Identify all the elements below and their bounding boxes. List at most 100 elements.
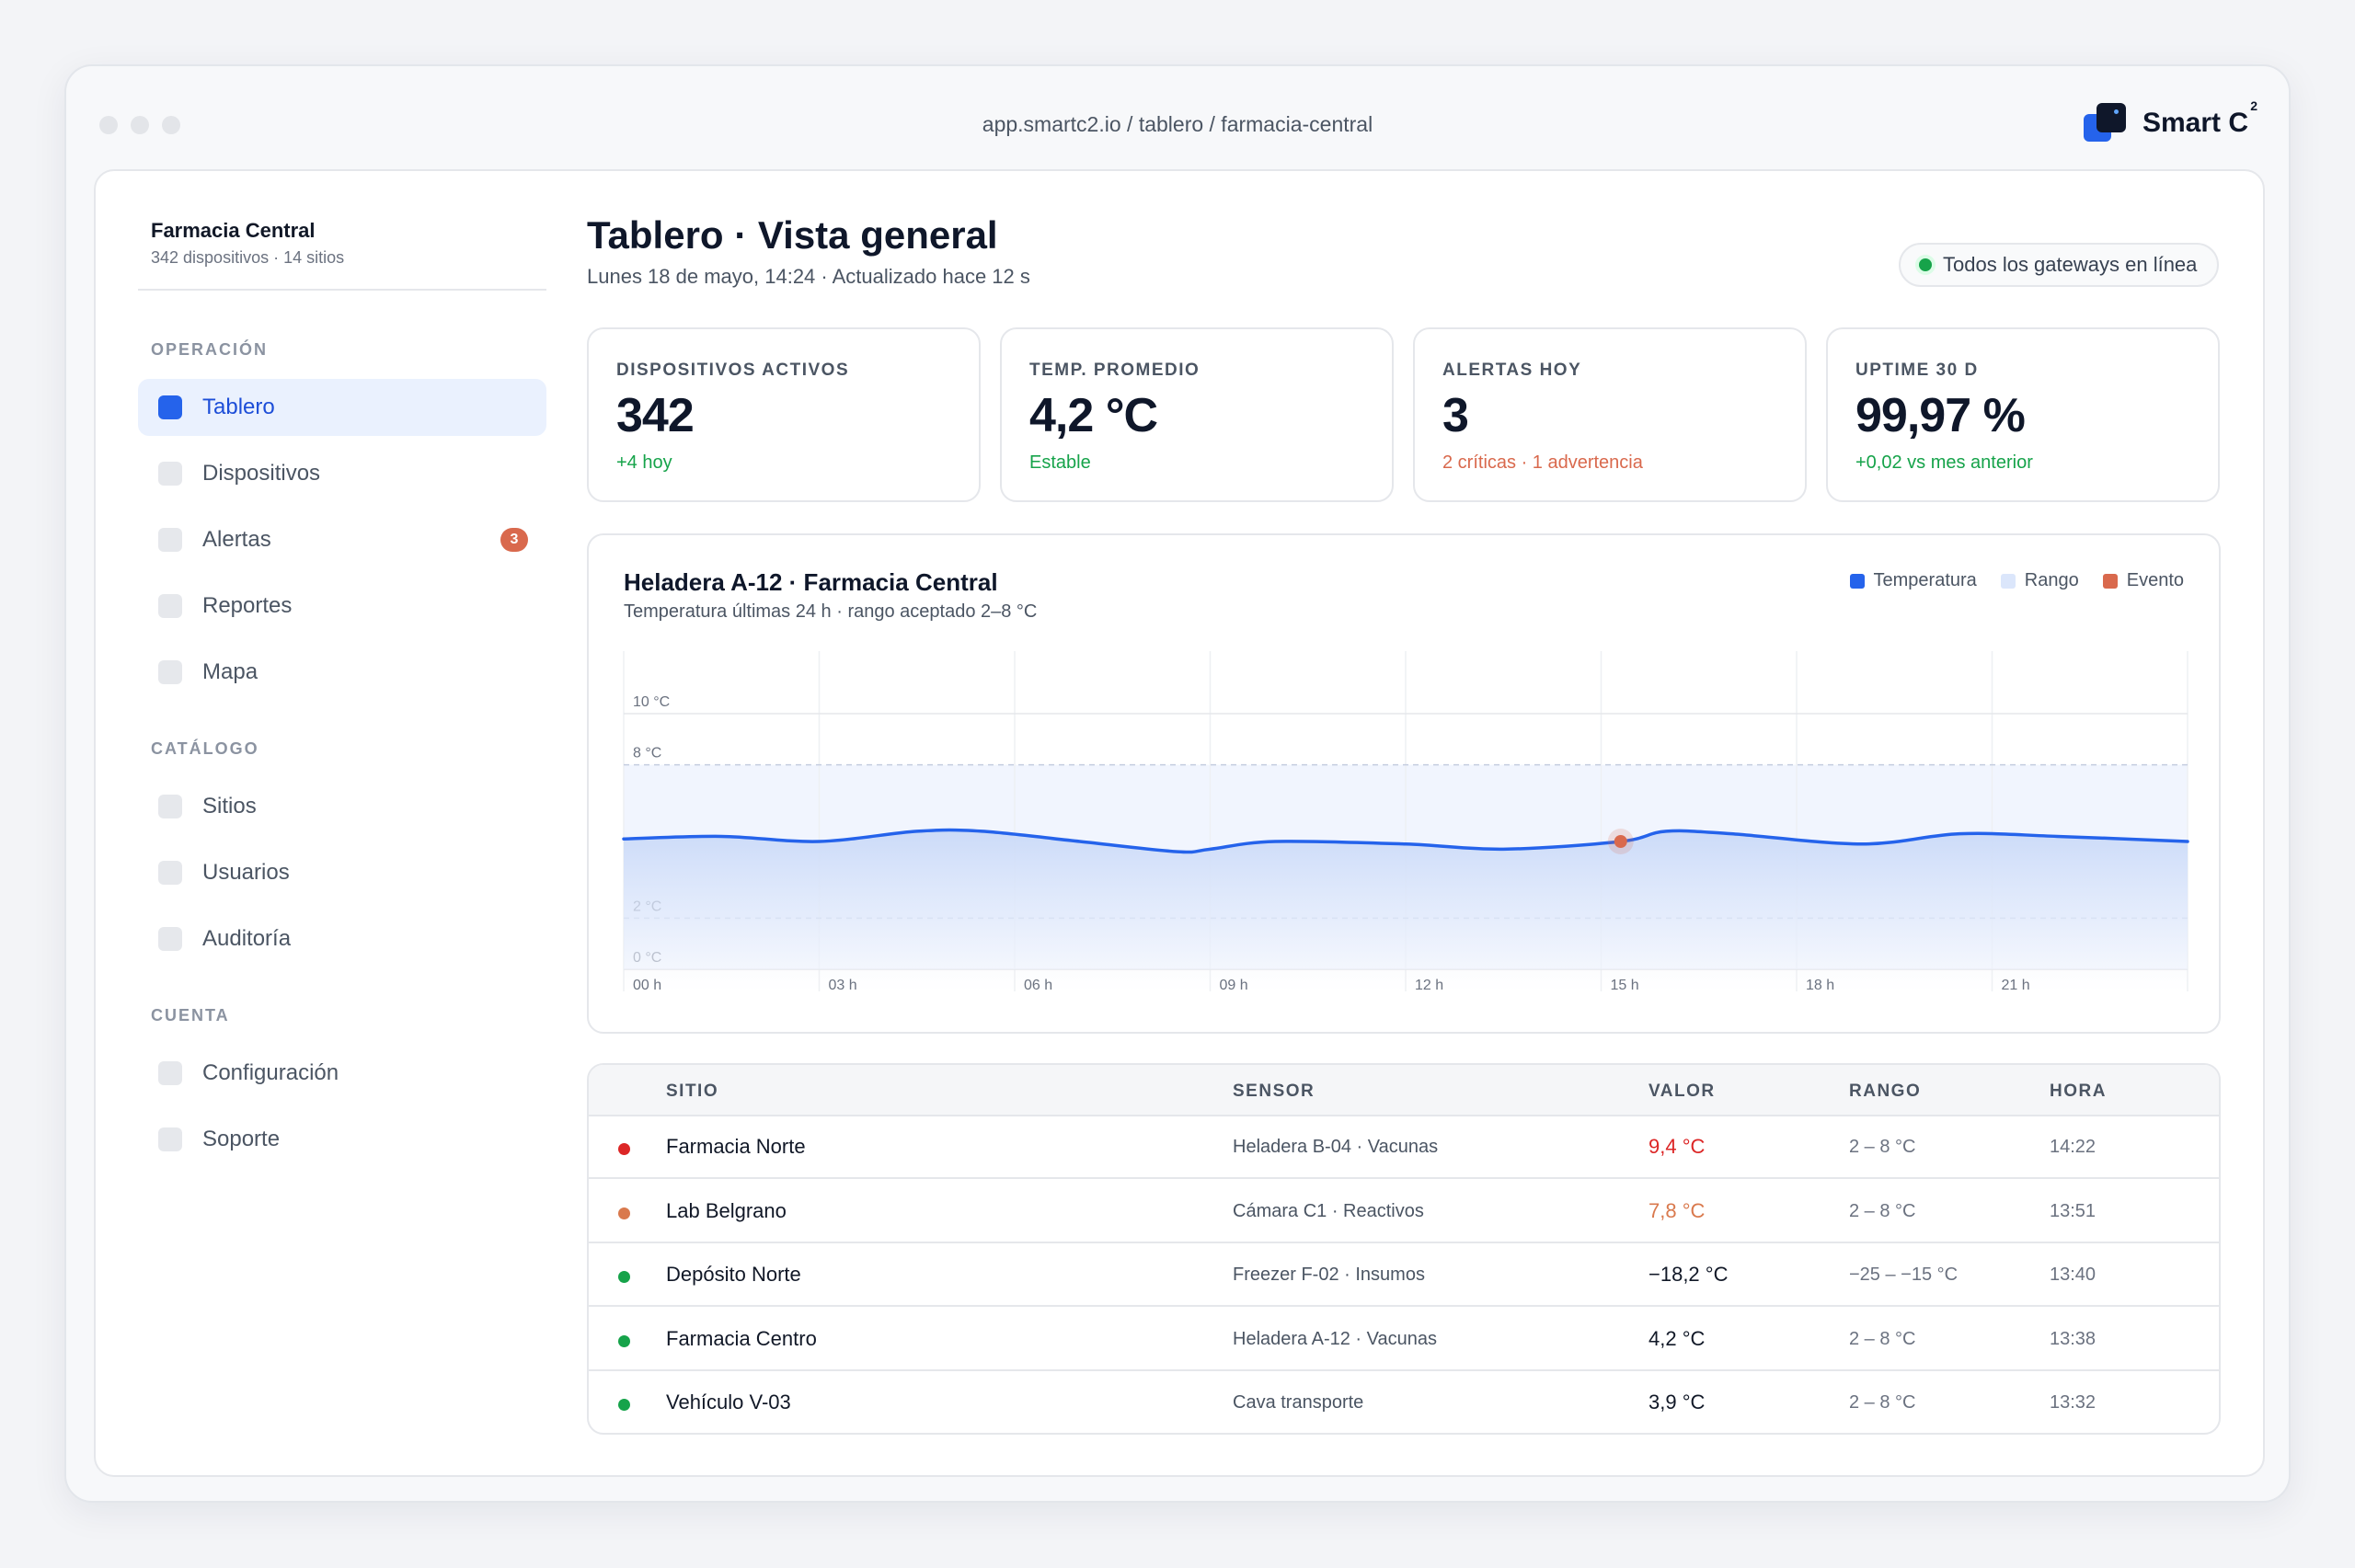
page-subtitle: Lunes 18 de mayo, 14:24 · Actualizado ha…	[587, 265, 1030, 288]
mapa-icon	[158, 660, 182, 684]
legend-label: Evento	[2126, 570, 2184, 590]
cell-time: 13:38	[2050, 1328, 2097, 1349]
table-row[interactable]: Farmacia Centro Heladera A-12 · Vacunas 4,…	[589, 1309, 2219, 1371]
kpi-label: TEMP. PROMEDIO	[1029, 361, 1200, 380]
kpi-card-dispositivos[interactable]: DISPOSITIVOS ACTIVOS 342 +4 hoy	[587, 327, 981, 502]
section-label-catalogo: CATÁLOGO	[151, 739, 259, 758]
section-label-cuenta: CUENTA	[151, 1006, 230, 1024]
legend-swatch-icon	[1849, 573, 1865, 589]
x-tick-label: 06 h	[1024, 978, 1052, 993]
cell-site: Depósito Norte	[666, 1263, 801, 1286]
auditoria-icon	[158, 927, 182, 951]
kpi-note: +4 hoy	[616, 452, 672, 473]
page-title: Tablero · Vista general	[587, 213, 998, 257]
table-row[interactable]: Depósito Norte Freezer F-02 · Insumos −18,…	[589, 1244, 2219, 1307]
cell-sensor: Cava transporte	[1233, 1392, 1364, 1413]
status-dot-icon	[618, 1143, 630, 1155]
temperature-area	[624, 830, 2188, 969]
close-dot[interactable]	[99, 116, 118, 134]
maximize-dot[interactable]	[162, 116, 180, 134]
column-header-valor[interactable]: VALOR	[1648, 1082, 1716, 1101]
table-row[interactable]: Farmacia Norte Heladera B-04 · Vacunas 9,4…	[589, 1116, 2219, 1179]
status-dot-icon	[618, 1271, 630, 1283]
sidebar-item-label: Auditoría	[202, 926, 292, 951]
kpi-label: ALERTAS HOY	[1442, 361, 1582, 380]
column-header-rango[interactable]: RANGO	[1849, 1082, 1922, 1101]
cell-time: 13:51	[2050, 1200, 2097, 1221]
column-header-sitio[interactable]: SITIO	[666, 1082, 719, 1101]
cell-value: 9,4 °C	[1648, 1135, 1706, 1158]
y-tick-label: 8 °C	[633, 746, 661, 761]
tablero-icon	[158, 395, 182, 419]
alertas-icon	[158, 528, 182, 552]
sidebar-item-label: Mapa	[202, 659, 258, 684]
sidebar-item-alertas[interactable]: Alertas 3	[138, 511, 546, 568]
status-dot-icon	[618, 1207, 630, 1219]
gateway-status-text: Todos los gateways en línea	[1943, 253, 2198, 276]
cell-time: 13:40	[2050, 1265, 2097, 1285]
sitios-icon	[158, 795, 182, 818]
sidebar-item-tablero[interactable]: Tablero	[138, 379, 546, 436]
cell-range: 2 – 8 °C	[1849, 1328, 1916, 1349]
temperature-chart[interactable]: 10 °C8 °C2 °C0 °C00 h03 h06 h09 h12 h15 …	[589, 535, 2223, 1036]
cell-time: 14:22	[2050, 1137, 2097, 1157]
kpi-value: 3	[1442, 389, 1469, 442]
cell-range: 2 – 8 °C	[1849, 1392, 1916, 1413]
kpi-note: 2 críticas · 1 advertencia	[1442, 452, 1643, 473]
sidebar-item-mapa[interactable]: Mapa	[138, 644, 546, 701]
cell-value: 4,2 °C	[1648, 1326, 1706, 1350]
cell-site: Lab Belgrano	[666, 1198, 787, 1222]
x-tick-label: 00 h	[633, 978, 661, 993]
sidebar-item-label: Usuarios	[202, 860, 290, 885]
legend-item-evento: Evento	[2102, 570, 2184, 591]
window-controls	[99, 116, 180, 134]
cell-range: 2 – 8 °C	[1849, 1200, 1916, 1221]
sidebar-item-configuracion[interactable]: Configuración	[138, 1045, 546, 1102]
legend-swatch-icon	[2102, 573, 2118, 589]
legend-item-rango: Rango	[2000, 570, 2079, 591]
kpi-card-uptime[interactable]: UPTIME 30 D 99,97 % +0,02 vs mes anterio…	[1826, 327, 2220, 502]
sidebar-item-label: Dispositivos	[202, 461, 321, 486]
x-tick-label: 03 h	[829, 978, 857, 993]
cell-sensor: Freezer F-02 · Insumos	[1233, 1265, 1425, 1285]
sidebar-item-dispositivos[interactable]: Dispositivos	[138, 445, 546, 502]
usuarios-icon	[158, 861, 182, 885]
alerts-count-badge: 3	[500, 528, 528, 552]
reportes-icon	[158, 594, 182, 618]
cell-sensor: Heladera A-12 · Vacunas	[1233, 1328, 1437, 1349]
cell-value: 7,8 °C	[1648, 1198, 1706, 1222]
table-row[interactable]: Lab Belgrano Cámara C1 · Reactivos 7,8 °C 2…	[589, 1181, 2219, 1243]
sidebar-item-soporte[interactable]: Soporte	[138, 1111, 546, 1168]
sidebar-item-reportes[interactable]: Reportes	[138, 578, 546, 635]
temperature-chart-card: 10 °C8 °C2 °C0 °C00 h03 h06 h09 h12 h15 …	[587, 533, 2221, 1034]
org-summary: 342 dispositivos · 14 sitios	[151, 248, 345, 267]
address-bar[interactable]: app.smartc2.io / tablero / farmacia-cent…	[982, 112, 1373, 136]
status-online-icon	[1919, 258, 1932, 271]
cell-value: 3,9 °C	[1648, 1391, 1706, 1413]
status-dot-icon	[618, 1399, 630, 1411]
kpi-card-alertas[interactable]: ALERTAS HOY 3 2 críticas · 1 advertencia	[1413, 327, 1807, 502]
kpi-value: 4,2 °C	[1029, 389, 1158, 442]
table-row[interactable]: Vehículo V-03 Cava transporte 3,9 °C 2 – 8 …	[589, 1372, 2219, 1433]
sidebar-item-label: Alertas	[202, 527, 271, 552]
cell-time: 13:32	[2050, 1392, 2097, 1413]
legend-label: Temperatura	[1873, 570, 1977, 590]
cell-range: −25 – −15 °C	[1849, 1265, 1959, 1285]
soporte-icon	[158, 1127, 182, 1151]
column-header-sensor[interactable]: SENSOR	[1233, 1082, 1315, 1101]
kpi-card-temperatura[interactable]: TEMP. PROMEDIO 4,2 °C Estable	[1000, 327, 1394, 502]
minimize-dot[interactable]	[131, 116, 149, 134]
dispositivos-icon	[158, 462, 182, 486]
column-header-hora[interactable]: HORA	[2050, 1082, 2107, 1101]
cell-sensor: Heladera B-04 · Vacunas	[1233, 1137, 1439, 1157]
sidebar-item-auditoria[interactable]: Auditoría	[138, 910, 546, 967]
sidebar-item-label: Soporte	[202, 1127, 281, 1151]
cell-site: Farmacia Norte	[666, 1135, 806, 1158]
sidebar-item-sitios[interactable]: Sitios	[138, 778, 546, 835]
gateway-status-badge[interactable]: Todos los gateways en línea	[1899, 243, 2220, 287]
x-tick-label: 12 h	[1415, 978, 1443, 993]
sidebar-item-usuarios[interactable]: Usuarios	[138, 844, 546, 901]
sidebar-item-label: Tablero	[202, 395, 275, 419]
cell-site: Farmacia Centro	[666, 1326, 817, 1350]
